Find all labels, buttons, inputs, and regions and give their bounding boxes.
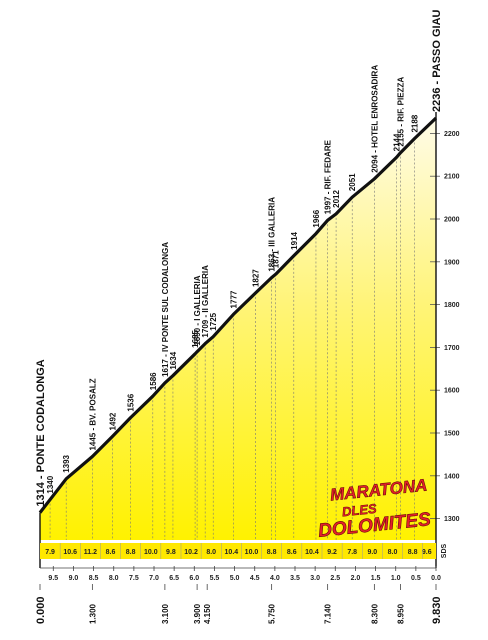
grade-label: 9.8 bbox=[166, 549, 176, 556]
km-mark-label: 4.150 bbox=[203, 603, 212, 624]
distance-tick-label: 1.0 bbox=[391, 575, 401, 582]
major-point-label: 1314 - PONTE CODALONGA bbox=[35, 359, 47, 506]
distance-tick-label: 2.0 bbox=[351, 575, 361, 582]
distance-tick-label: 6.0 bbox=[189, 575, 199, 582]
grade-label: 8.6 bbox=[106, 549, 116, 556]
point-label: 2094 - HOTEL ENROSADIRA bbox=[370, 65, 379, 173]
grade-label: 8.0 bbox=[206, 549, 216, 556]
point-label: 1863 - III GALLERIA bbox=[268, 197, 277, 272]
point-label: 1685 bbox=[191, 329, 200, 347]
point-label: 1725 bbox=[209, 312, 218, 330]
km-mark-label: 5.750 bbox=[268, 603, 277, 624]
altitude-tick-label: 1400 bbox=[444, 473, 460, 480]
point-label: 1536 bbox=[127, 393, 136, 411]
distance-tick-label: 8.5 bbox=[89, 575, 99, 582]
distance-tick-label: 4.5 bbox=[250, 575, 260, 582]
altitude-tick-label: 1500 bbox=[444, 431, 460, 438]
km-mark-label: 8.300 bbox=[370, 603, 379, 624]
grade-label: 10.4 bbox=[225, 549, 239, 556]
grade-band: 7.9 10.6 11.2 8.6 8.8 10.0 9.8 10.2 8.0 10.4 10.0 8… bbox=[40, 543, 448, 559]
distance-tick-label: 8.0 bbox=[109, 575, 119, 582]
point-label: 2051 bbox=[348, 173, 357, 191]
point-label: 1966 bbox=[312, 209, 321, 227]
distance-tick-label: 3.5 bbox=[290, 575, 300, 582]
altitude-tick-label: 1700 bbox=[444, 345, 460, 352]
distance-tick-label: 0.5 bbox=[411, 575, 421, 582]
altitude-tick-label: 1800 bbox=[444, 302, 460, 309]
grade-label: 9.0 bbox=[367, 549, 377, 556]
altitude-tick-label: 2200 bbox=[444, 131, 460, 138]
grade-label: 10.2 bbox=[184, 549, 198, 556]
distance-tick-label: 5.0 bbox=[230, 575, 240, 582]
km-mark-label: 7.140 bbox=[324, 603, 333, 624]
altitude-tick-label: 1600 bbox=[444, 388, 460, 395]
point-label: 1393 bbox=[62, 454, 71, 472]
grade-label: 7.9 bbox=[45, 549, 55, 556]
grade-label: 7.8 bbox=[347, 549, 357, 556]
km-mark-label: 1.300 bbox=[88, 603, 97, 624]
point-label: 1586 bbox=[149, 372, 158, 390]
point-label: 2012 bbox=[332, 190, 341, 208]
distance-tick-label: 1.5 bbox=[371, 575, 381, 582]
grade-label: 8.8 bbox=[267, 549, 277, 556]
grade-axis-label: SDS bbox=[441, 543, 448, 558]
distance-tick-label: 6.5 bbox=[169, 575, 179, 582]
grade-label: 8.0 bbox=[388, 549, 398, 556]
point-label: 1634 bbox=[169, 351, 178, 369]
distance-tick-label: 5.5 bbox=[210, 575, 220, 582]
distance-tick-label: 9.5 bbox=[48, 575, 58, 582]
major-point-label: 2236 - PASSO GIAU bbox=[431, 9, 443, 112]
km-mark-label: 3.100 bbox=[161, 603, 170, 624]
altitude-tick-label: 2100 bbox=[444, 174, 460, 181]
km-mark-label: 0.000 bbox=[35, 596, 47, 624]
altitude-tick-label: 1300 bbox=[444, 516, 460, 523]
profile-area-group bbox=[40, 118, 436, 540]
altitude-axis: 1300 1400 1500 1600 1700 1800 1900 2000 2100 2200 bbox=[444, 131, 460, 523]
grade-label: 10.0 bbox=[144, 549, 158, 556]
distance-tick-label: 9.0 bbox=[69, 575, 79, 582]
point-label: 1709 - II GALLERIA bbox=[201, 265, 210, 338]
grade-label: 11.2 bbox=[84, 549, 97, 556]
distance-tick-label: 0.0 bbox=[431, 575, 441, 582]
point-label: 1827 bbox=[252, 269, 261, 287]
grade-band-bg bbox=[40, 543, 436, 559]
grade-label: 9.6 bbox=[422, 549, 432, 556]
km-marks: 0.000 1.300 3.100 3.900 4.150 5.750 7.140 8.300… bbox=[35, 584, 443, 624]
point-label: 2144 bbox=[393, 133, 402, 151]
point-labels: 1314 - PONTE CODALONGA 1340 1393 1445 - BV.… bbox=[35, 9, 443, 506]
distance-tick-label: 3.0 bbox=[310, 575, 320, 582]
grade-label: 8.8 bbox=[408, 549, 418, 556]
point-label: 1997 - RIF. FEDARE bbox=[324, 139, 333, 214]
grade-label: 10.6 bbox=[63, 549, 77, 556]
point-label: 2155 - RIF. PIEZZA bbox=[397, 77, 406, 147]
point-label: 2188 bbox=[411, 114, 420, 132]
point-label: 1492 bbox=[109, 412, 118, 430]
distance-tick-label: 7.0 bbox=[149, 575, 159, 582]
km-mark-label: 3.900 bbox=[193, 603, 202, 624]
grade-label: 9.2 bbox=[327, 549, 337, 556]
profile-area bbox=[40, 118, 436, 540]
point-label: 1340 bbox=[46, 475, 55, 493]
grade-label: 8.6 bbox=[287, 549, 297, 556]
distance-tick-label: 4.0 bbox=[270, 575, 280, 582]
grade-label: 8.8 bbox=[126, 549, 136, 556]
point-label: 1690 - I GALLERIA bbox=[193, 275, 202, 345]
point-label: 1617 - IV PONTE SUL CODALONGA bbox=[161, 242, 170, 377]
altitude-tick-label: 2000 bbox=[444, 217, 460, 224]
km-mark-label: 8.950 bbox=[397, 603, 406, 624]
logo-line-2: DLES bbox=[341, 501, 377, 520]
distance-axis: 9.5 9.0 8.5 8.0 7.5 7.0 6.5 6.0 5.5 5.0 4.5 4.0 3.5 3… bbox=[40, 566, 441, 582]
grade-label: 10.0 bbox=[245, 549, 259, 556]
distance-tick-label: 2.5 bbox=[330, 575, 340, 582]
grade-label: 10.4 bbox=[305, 549, 319, 556]
km-mark-label: 9.830 bbox=[431, 596, 443, 624]
point-label: 1871 bbox=[272, 250, 281, 268]
altitude-tick-label: 1900 bbox=[444, 259, 460, 266]
point-label: 1914 bbox=[290, 231, 299, 249]
profile-line bbox=[38, 116, 438, 514]
distance-tick-label: 7.5 bbox=[129, 575, 139, 582]
point-label: 1445 - BV. POSALZ bbox=[88, 378, 97, 450]
point-label: 1777 bbox=[229, 290, 238, 308]
